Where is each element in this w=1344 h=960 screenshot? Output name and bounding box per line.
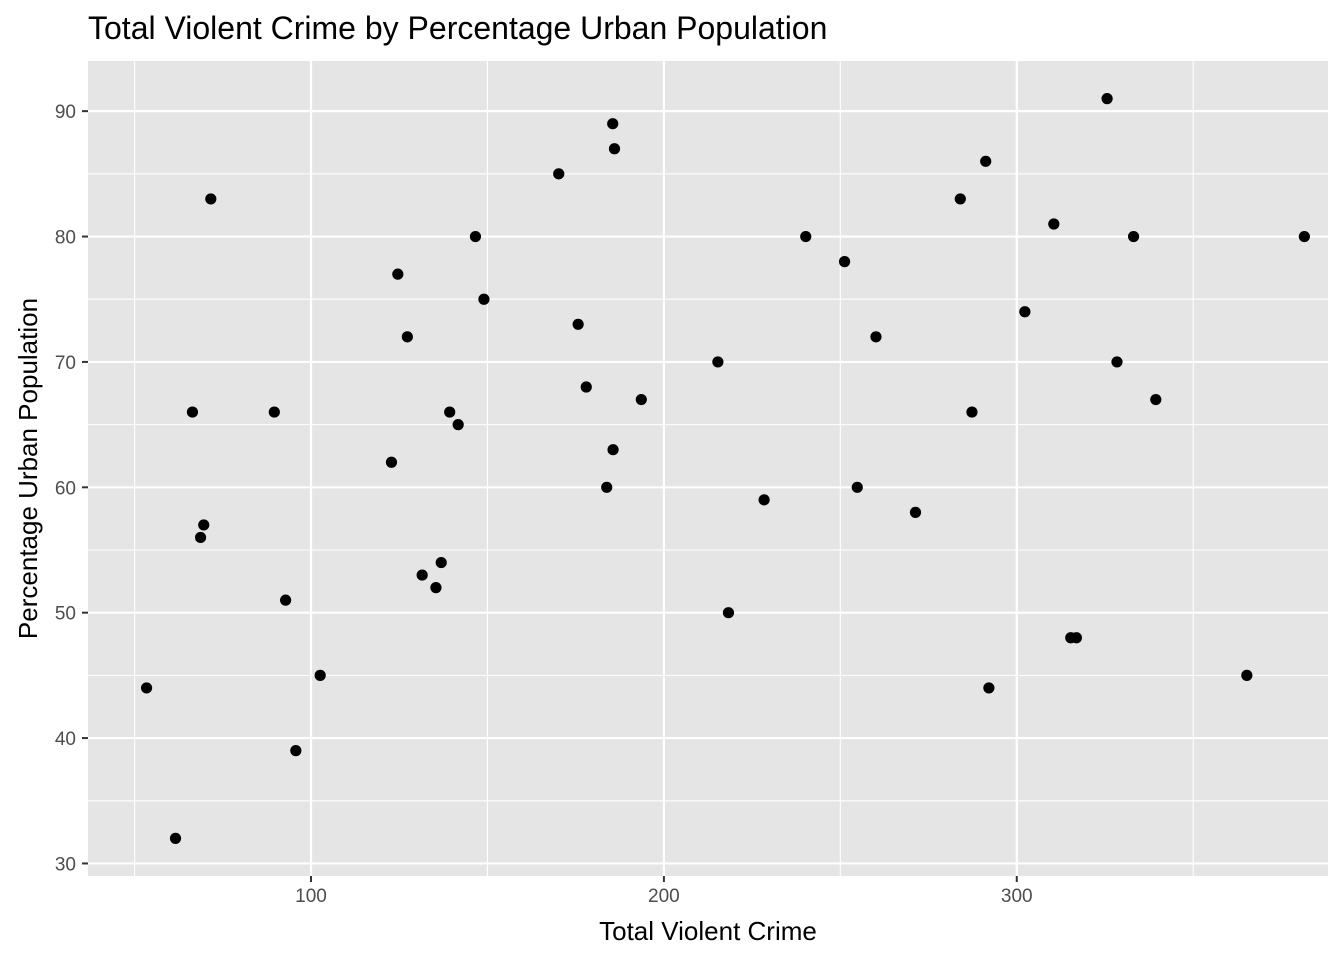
data-point <box>838 256 851 268</box>
data-point <box>1070 632 1083 644</box>
data-point <box>572 318 584 330</box>
data-point <box>169 832 182 844</box>
data-point <box>392 268 404 280</box>
data-point <box>966 406 978 418</box>
x-tick-label: 300 <box>1001 886 1033 907</box>
data-point <box>416 569 428 581</box>
plot-panel <box>88 61 1328 876</box>
data-point <box>140 682 153 694</box>
x-axis-title: Total Violent Crime <box>599 916 817 946</box>
data-point <box>635 393 647 406</box>
data-point <box>194 531 207 544</box>
data-point <box>1111 356 1123 368</box>
data-point <box>580 381 592 393</box>
data-point <box>1150 393 1162 406</box>
major-gridlines <box>88 61 1328 876</box>
data-point <box>198 519 210 531</box>
data-point <box>1048 218 1060 230</box>
data-point <box>435 556 447 569</box>
chart-title: Total Violent Crime by Percentage Urban … <box>88 10 827 46</box>
data-point <box>401 331 413 343</box>
data-point <box>280 594 292 606</box>
data-point <box>608 143 621 155</box>
data-point <box>983 682 995 694</box>
data-point <box>385 456 398 468</box>
y-tick-label: 30 <box>55 854 76 875</box>
data-point <box>800 230 812 243</box>
data-point <box>954 193 966 205</box>
y-tick-label: 40 <box>55 729 76 750</box>
data-point <box>909 506 922 518</box>
data-point <box>1101 93 1113 105</box>
y-tick-label: 60 <box>55 478 76 499</box>
data-point <box>444 406 456 418</box>
y-tick-label: 70 <box>55 353 76 374</box>
data-point <box>1019 306 1031 318</box>
data-point <box>870 331 882 343</box>
data-points <box>140 93 1310 844</box>
data-point <box>758 494 770 506</box>
data-point <box>607 118 619 130</box>
x-tick-label: 100 <box>295 886 327 907</box>
data-point <box>478 293 490 305</box>
data-point <box>553 168 565 180</box>
data-point <box>290 745 302 757</box>
data-point <box>1298 230 1310 243</box>
data-point <box>186 406 199 418</box>
y-axis: 30 40 50 60 70 80 90 <box>55 102 88 875</box>
x-axis: 100 200 300 <box>295 876 1033 907</box>
data-point <box>712 356 724 368</box>
data-point <box>452 419 464 431</box>
data-point <box>1127 230 1140 243</box>
data-point <box>469 230 482 243</box>
data-point <box>314 669 326 681</box>
minor-gridlines <box>88 61 1328 876</box>
y-tick-label: 80 <box>55 228 76 249</box>
data-point <box>722 607 735 619</box>
y-tick-label: 50 <box>55 604 76 625</box>
data-point <box>980 155 992 167</box>
data-point <box>601 481 613 493</box>
y-axis-title: Percentage Urban Population <box>13 298 43 639</box>
data-point <box>1241 669 1253 681</box>
data-point <box>268 406 280 418</box>
x-tick-label: 200 <box>648 886 680 907</box>
data-point <box>430 582 442 594</box>
data-point <box>607 444 619 456</box>
data-point <box>851 481 863 493</box>
y-tick-label: 90 <box>55 102 76 123</box>
data-point <box>205 193 217 205</box>
